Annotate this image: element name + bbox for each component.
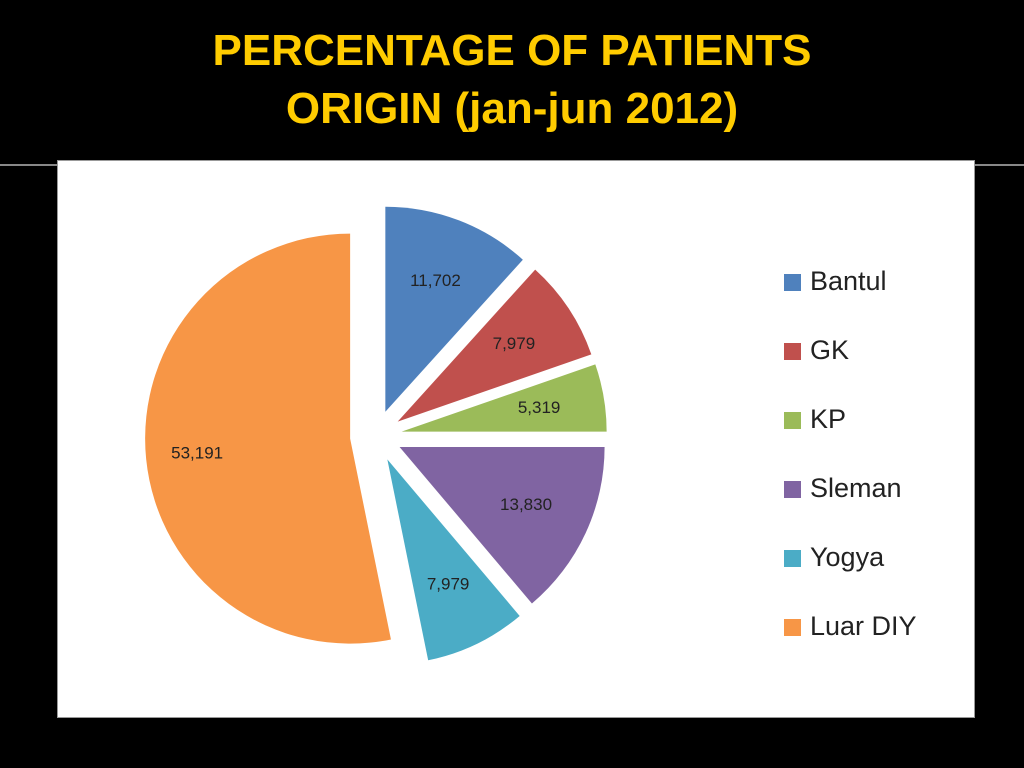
pie-slice: [401, 364, 607, 432]
pie-slice: [145, 233, 391, 644]
data-label: 7,979: [493, 334, 536, 353]
legend-label: GK: [810, 335, 849, 365]
pie-slice: [385, 206, 523, 412]
legend-swatch: [784, 550, 801, 567]
data-label: 11,702: [410, 271, 461, 290]
chart: 11,702 7,979 5,319 13,830 7,979 53,191 Bantul G…: [145, 206, 917, 661]
legend-label: Bantul: [810, 266, 887, 296]
legend-swatch: [784, 412, 801, 429]
data-label: 7,979: [427, 574, 470, 593]
pie-slice: [387, 459, 520, 661]
data-label: 13,830: [500, 495, 552, 514]
legend-label: KP: [810, 404, 846, 434]
legend-label: Sleman: [810, 473, 902, 503]
legend-label: Yogya: [810, 542, 885, 572]
data-label: 53,191: [171, 443, 223, 462]
data-label: 5,319: [518, 398, 561, 417]
pie-slice: [399, 446, 605, 604]
legend-swatch: [784, 274, 801, 291]
legend-label: Luar DIY: [810, 611, 917, 641]
pie-slice: [397, 269, 592, 422]
slide-title: PERCENTAGE OF PATIENTS ORIGIN (jan-jun 2…: [212, 26, 812, 133]
chart-panel: 11,702 7,979 5,319 13,830 7,979 53,191 Bantul G…: [57, 160, 975, 718]
legend-swatch: [784, 619, 801, 636]
legend-swatch: [784, 481, 801, 498]
legend-swatch: [784, 343, 801, 360]
